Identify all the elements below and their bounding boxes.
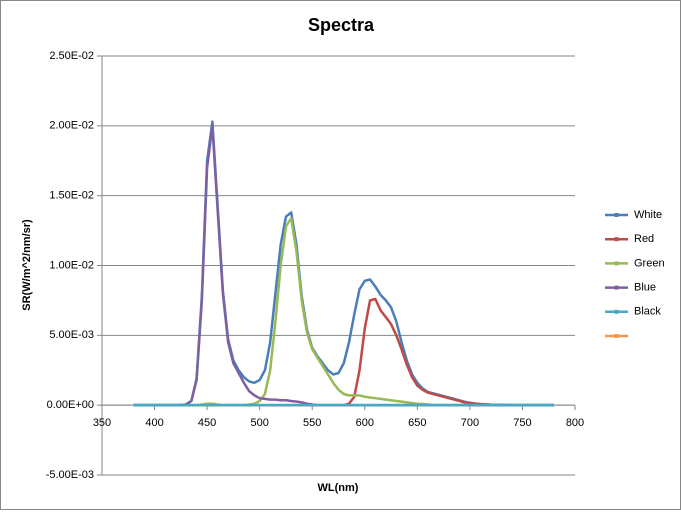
y-tick-label: 1.50E-02 xyxy=(49,190,94,202)
x-tick-label: 350 xyxy=(93,417,111,429)
legend-label: Blue xyxy=(634,282,656,294)
y-tick-label: 2.00E-02 xyxy=(49,120,94,132)
legend-label: Green xyxy=(634,257,665,269)
chart-title: Spectra xyxy=(308,15,375,35)
x-tick-label: 600 xyxy=(356,417,374,429)
x-tick-label: 400 xyxy=(145,417,163,429)
y-axis-title: SR(W/m^2/nm/sr) xyxy=(21,219,33,311)
legend-marker xyxy=(614,261,619,266)
x-axis-title: WL(nm) xyxy=(318,482,359,494)
x-tick-label: 450 xyxy=(198,417,216,429)
legend-label: Black xyxy=(634,306,661,318)
x-tick-label: 500 xyxy=(250,417,268,429)
y-tick-label: 1.00E-02 xyxy=(49,259,94,271)
y-tick-label: 2.50E-02 xyxy=(49,50,94,62)
legend-marker xyxy=(614,285,619,290)
legend-label: Red xyxy=(634,233,654,245)
legend-marker xyxy=(614,213,619,217)
legend-marker xyxy=(614,237,619,242)
x-tick-label: 550 xyxy=(303,417,321,429)
legend-marker xyxy=(614,309,619,314)
x-tick-label: 700 xyxy=(461,417,479,429)
x-tick-label: 650 xyxy=(408,417,426,429)
x-tick-label: 750 xyxy=(513,417,531,429)
legend-label: White xyxy=(634,209,662,221)
x-tick-label: 800 xyxy=(566,417,584,429)
y-tick-label: 5.00E-03 xyxy=(49,329,94,341)
y-tick-label: -5.00E-03 xyxy=(46,469,94,481)
y-tick-label: 0.00E+00 xyxy=(47,399,94,411)
legend-marker xyxy=(614,334,619,338)
